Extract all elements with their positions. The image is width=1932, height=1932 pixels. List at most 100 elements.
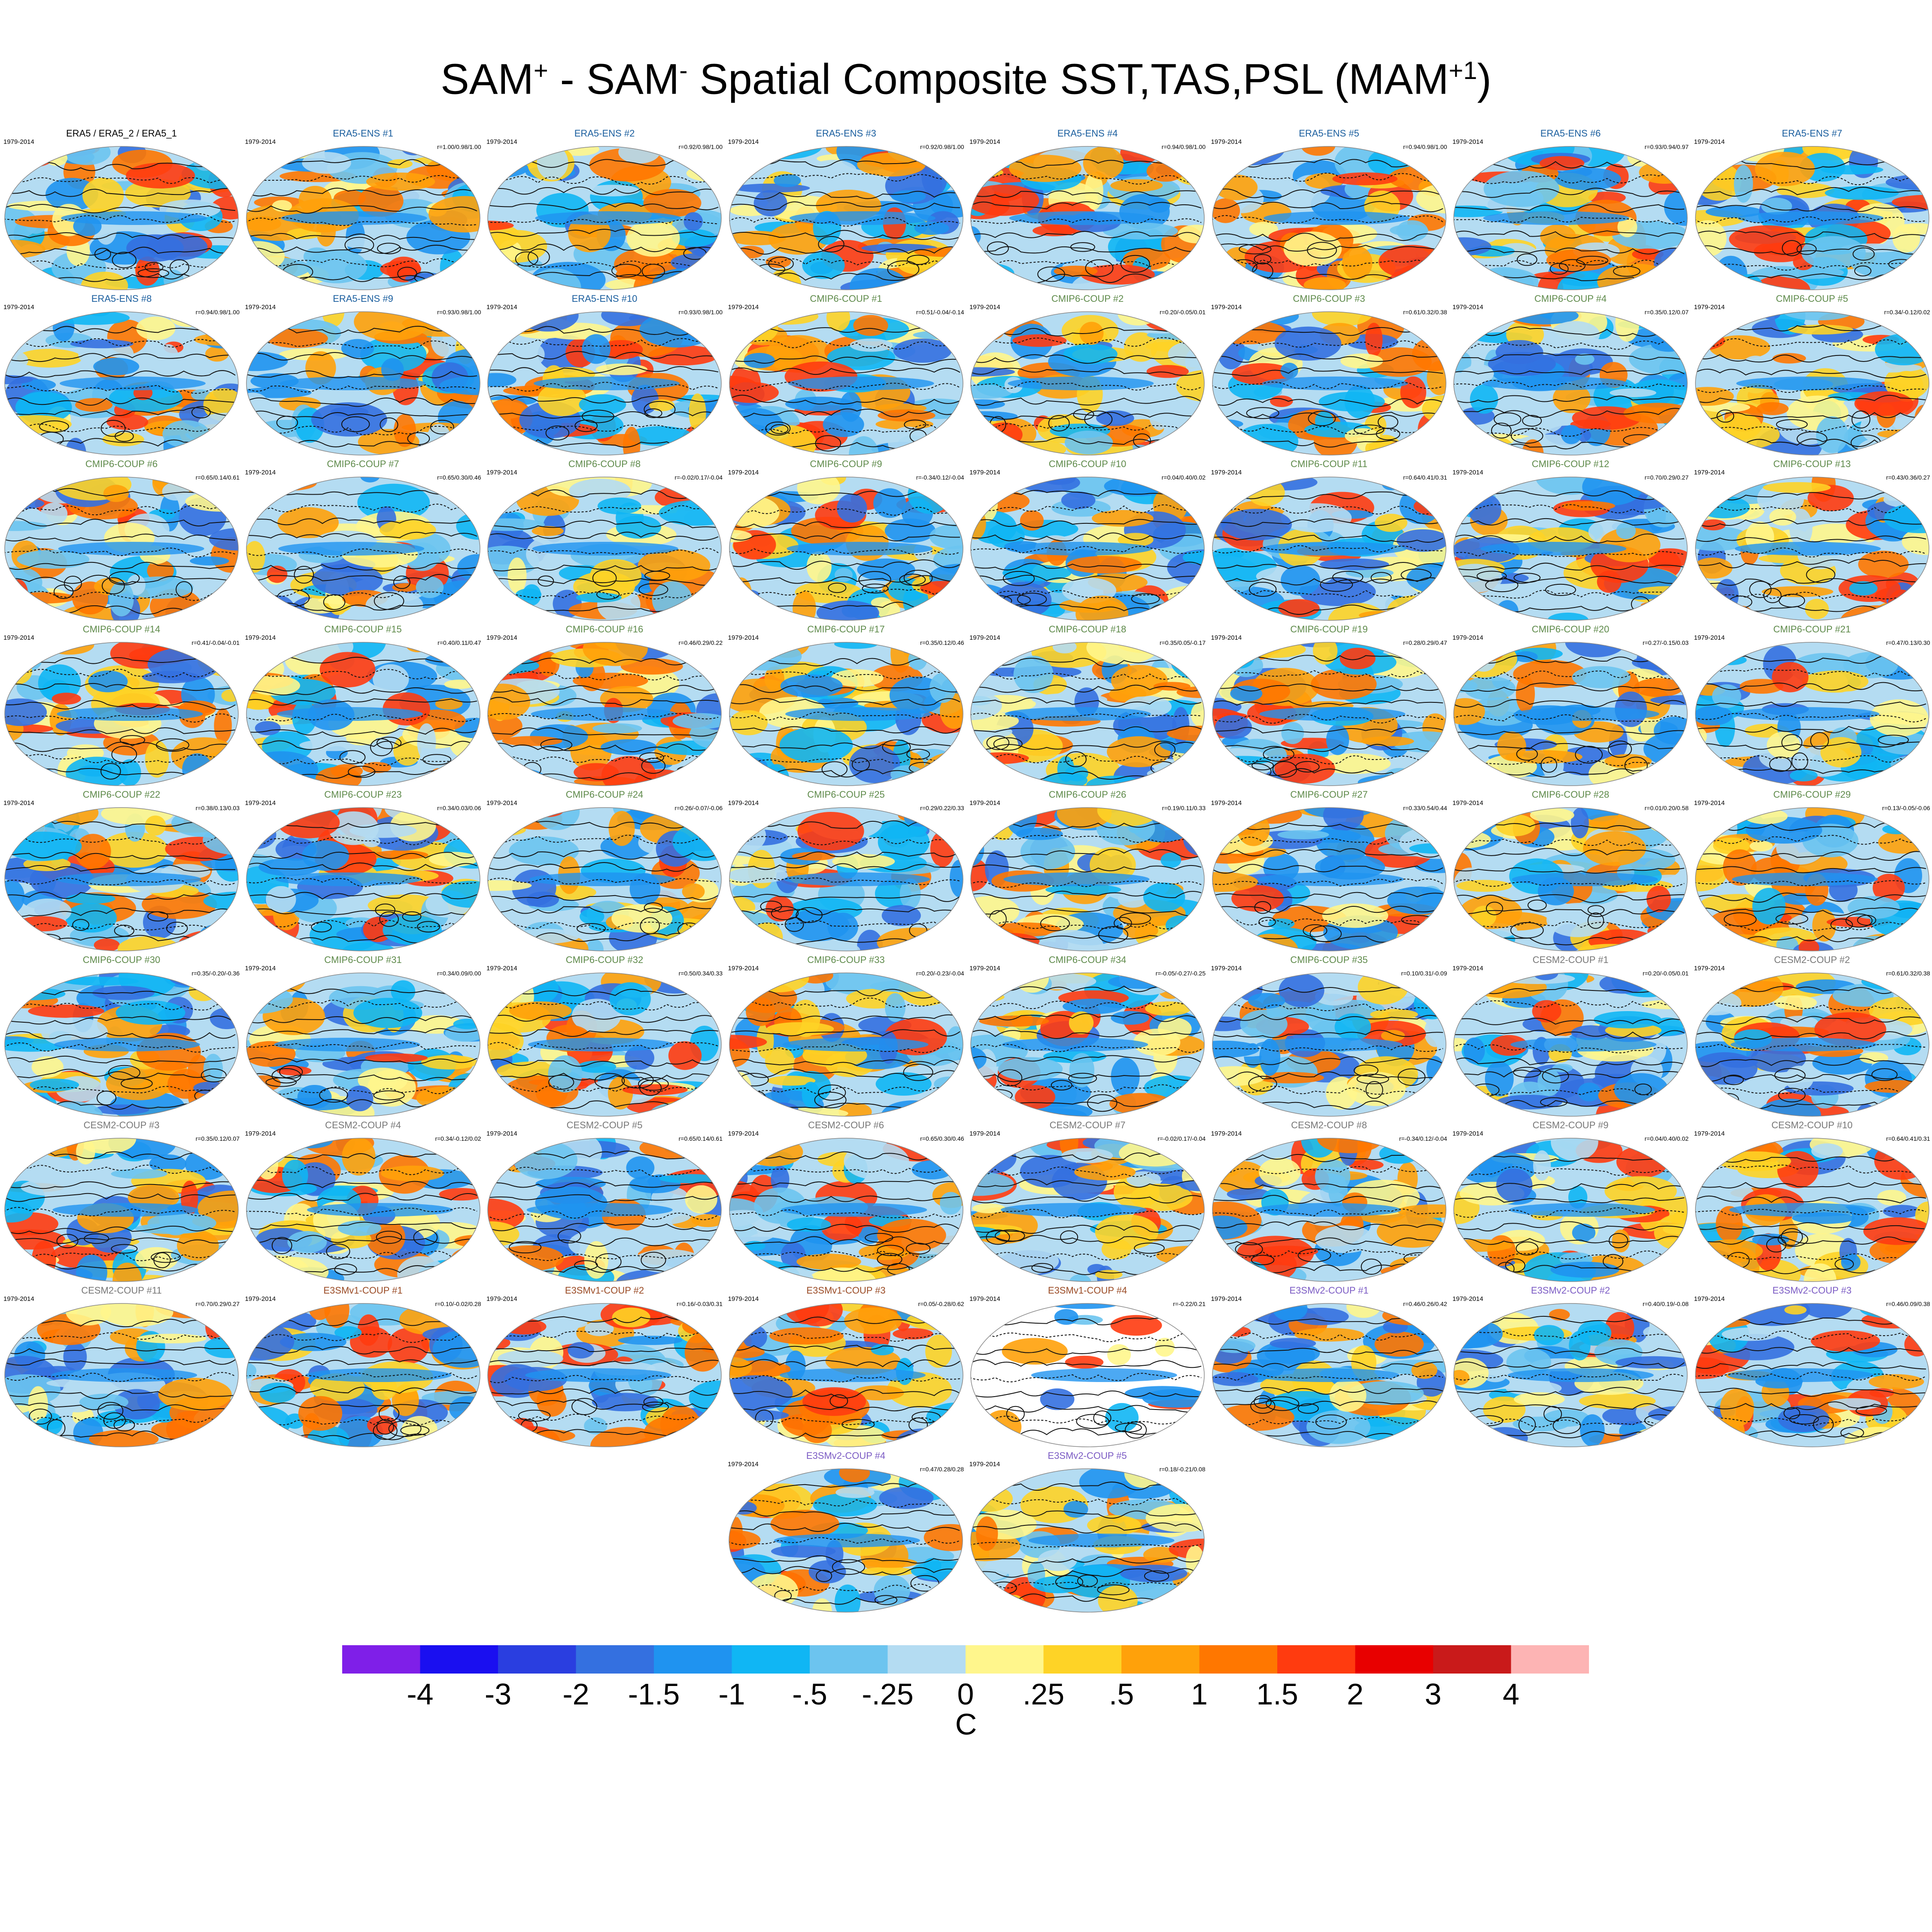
map-panel: ERA5-ENS #7 1979-2014: [1694, 128, 1930, 292]
sst-anomaly-map: [970, 642, 1205, 786]
map-panel: CESM2-COUP #3 r=0.35/0.12/0.07: [3, 1120, 240, 1284]
panel-years: 1979-2014: [486, 304, 517, 311]
panel-years: 1979-2014: [728, 469, 759, 476]
sst-anomaly-map: [1212, 642, 1446, 786]
panel-title: CMIP6-COUP #3: [1293, 293, 1365, 304]
sst-anomaly-map: [487, 146, 722, 290]
sst-anomaly-map: [246, 477, 480, 621]
sst-anomaly-map: [487, 972, 722, 1117]
panel-title: CMIP6-COUP #26: [1048, 789, 1127, 800]
panel-correlation: r=0.04/0.40/0.02: [1644, 1135, 1689, 1142]
panel-years: 1979-2014: [245, 965, 276, 972]
map-panel: CMIP6-COUP #30 r=0.35/-0.20/-0.36: [3, 954, 240, 1118]
panel-title: ERA5-ENS #6: [1540, 128, 1601, 139]
panel-title: CMIP6-COUP #22: [82, 789, 161, 800]
sst-anomaly-map: [970, 972, 1205, 1117]
panel-correlation: r=0.20/-0.05/0.01: [1642, 970, 1689, 977]
panel-title: E3SMv1-COUP #2: [565, 1285, 644, 1296]
panel-title: CMIP6-COUP #23: [324, 789, 402, 800]
panel-correlation: r=0.10/0.31/-0.09: [1401, 970, 1447, 977]
panel-correlation: r=0.93/0.94/0.97: [1644, 143, 1689, 150]
panel-title: CESM2-COUP #7: [1049, 1120, 1126, 1130]
panel-correlation: r=0.28/0.29/0.47: [1403, 639, 1447, 646]
panel-title: CMIP6-COUP #7: [327, 459, 399, 469]
panel-correlation: r=0.41/-0.04/-0.01: [191, 639, 240, 646]
sst-anomaly-map: [246, 642, 480, 786]
panel-title: CESM2-COUP #1: [1532, 954, 1609, 965]
panel-years: 1979-2014: [1452, 799, 1483, 807]
map-panel: CMIP6-COUP #1 1979-2014 r=0.51/-0.04/-0.14: [728, 293, 964, 457]
panel-title: CMIP6-COUP #18: [1048, 624, 1127, 635]
panel-correlation: r=0.35/0.12/0.07: [195, 1135, 240, 1142]
panel-correlation: r=0.34/0.03/0.06: [437, 805, 481, 811]
colorbar-swatch: [810, 1645, 888, 1674]
map-panel: CESM2-COUP #5 1979-2014 r=0.65/0.14/0.61: [486, 1120, 723, 1284]
panel-correlation: r=0.20/-0.23/-0.04: [916, 970, 964, 977]
colorbar-tick-label: -2: [562, 1677, 589, 1711]
panel-correlation: r=-0.05/-0.27/-0.25: [1155, 970, 1206, 977]
panel-years: 1979-2014: [1694, 634, 1725, 641]
colorbar-swatch: [576, 1645, 654, 1674]
sst-anomaly-map: [1453, 1138, 1688, 1282]
panel-years: 1979-2014: [728, 138, 759, 146]
map-panel: E3SMv2-COUP #1 1979-2014 r=0.46/0.26/0.42: [1211, 1285, 1447, 1449]
panel-title: ERA5-ENS #5: [1299, 128, 1359, 139]
sst-anomaly-map: [729, 1468, 963, 1613]
sst-anomaly-map: [246, 807, 480, 951]
panel-correlation: r=0.46/0.29/0.22: [678, 639, 723, 646]
colorbar-swatch: [887, 1645, 966, 1674]
colorbar-swatch: [420, 1645, 498, 1674]
panel-correlation: r=0.65/0.30/0.46: [920, 1135, 964, 1142]
panel-correlation: r=-0.34/0.12/-0.04: [916, 474, 964, 481]
panel-title: CESM2-COUP #2: [1774, 954, 1850, 965]
sst-anomaly-map: [970, 807, 1205, 951]
panel-correlation: r=0.26/-0.07/-0.06: [674, 805, 723, 811]
panel-correlation: r=0.61/0.32/0.38: [1886, 970, 1930, 977]
figure-title: SAM+ - SAM- Spatial Composite SST,TAS,PS…: [440, 55, 1492, 103]
map-panel: E3SMv2-COUP #2 1979-2014 r=0.40/0.19/-0.08: [1452, 1285, 1689, 1449]
panel-title: CMIP6-COUP #20: [1531, 624, 1610, 635]
sst-anomaly-map: [246, 146, 480, 290]
map-panel: CESM2-COUP #11 1979-2014 r=0.70/0.29/0.27: [3, 1285, 240, 1449]
sst-anomaly-map: [4, 1303, 239, 1447]
panel-years: 1979-2014: [486, 1295, 517, 1303]
sst-anomaly-map: [4, 311, 239, 456]
panel-years: 1979-2014: [3, 799, 34, 807]
panel-title: E3SMv2-COUP #1: [1289, 1285, 1369, 1296]
colorbar-swatch: [1121, 1645, 1200, 1674]
panel-title: CMIP6-COUP #30: [82, 954, 161, 965]
sst-anomaly-map: [1212, 1138, 1446, 1282]
panel-correlation: r=0.40/0.11/0.47: [437, 639, 481, 646]
panel-title: CESM2-COUP #8: [1291, 1120, 1367, 1130]
map-panel: CMIP6-COUP #5 1979-2014 r=0.34/-0.12/0.02: [1694, 293, 1930, 457]
panel-years: 1979-2014: [969, 138, 1000, 146]
sst-anomaly-map: [1212, 477, 1446, 621]
panel-title: CMIP6-COUP #10: [1048, 459, 1127, 469]
colorbar-swatch: [732, 1645, 810, 1674]
map-panel: CMIP6-COUP #29 1979-2014 r=0.13/-0.05/-0.0…: [1694, 789, 1930, 953]
colorbar-swatch: [966, 1645, 1044, 1674]
panel-title: E3SMv2-COUP #4: [806, 1450, 886, 1461]
panel-correlation: r=0.65/0.14/0.61: [678, 1135, 723, 1142]
panel-correlation: r=0.27/-0.15/0.03: [1642, 639, 1689, 646]
colorbar-swatch: [498, 1645, 576, 1674]
panel-title: CMIP6-COUP #9: [810, 459, 882, 469]
panel-title: CMIP6-COUP #27: [1290, 789, 1368, 800]
panel-title: CMIP6-COUP #28: [1531, 789, 1610, 800]
panel-title: CMIP6-COUP #12: [1531, 459, 1610, 469]
sst-anomaly-map: [1695, 1138, 1929, 1282]
panel-correlation: r=0.94/0.98/1.00: [1403, 143, 1447, 150]
map-panel: CMIP6-COUP #18 1979-2014 r=0.35/0.05/-0.17: [969, 624, 1206, 788]
sst-anomaly-map: [970, 146, 1205, 290]
panel-title: ERA5-ENS #2: [574, 128, 635, 139]
panel-title: E3SMv2-COUP #2: [1531, 1285, 1610, 1296]
panel-correlation: r=0.65/0.30/0.46: [437, 474, 481, 481]
map-panel: CMIP6-COUP #15 1979-2014 r=0.40/0.11/0.47: [245, 624, 481, 788]
panel-correlation: r=0.34/0.09/0.00: [437, 970, 481, 977]
map-panel: CMIP6-COUP #22 1979-2014 r=0.38/0.13/0.03: [3, 789, 240, 953]
panel-correlation: r=0.70/0.29/0.27: [1644, 474, 1689, 481]
map-panel: CMIP6-COUP #28 1979-2014 r=0.01/0.20/0.58: [1452, 789, 1689, 953]
colorbar-tick-labels: -4 -3 -2 -1.5 -1 -.5 -.25 0 .25 .5 1 1.5 2 3 4: [342, 1677, 1589, 1711]
panel-years: 1979-2014: [969, 965, 1000, 972]
panel-years: 1979-2014: [1694, 304, 1725, 311]
